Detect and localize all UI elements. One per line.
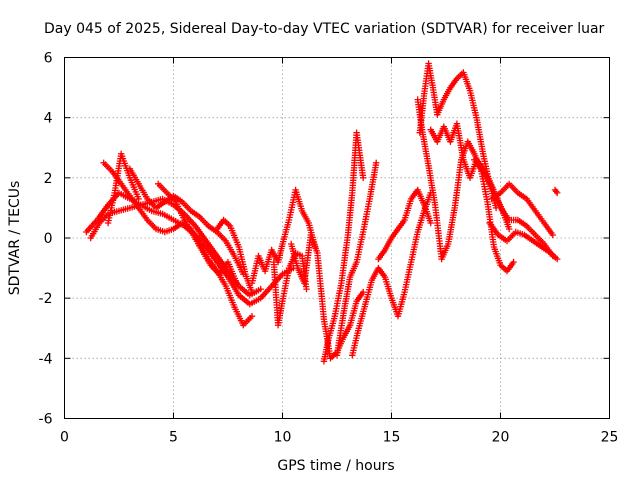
data-point-markers [213, 216, 256, 296]
y-tick-label: 2 [44, 171, 53, 187]
plot-frame [64, 57, 610, 419]
chart-title: Day 045 of 2025, Sidereal Day-to-day VTE… [44, 21, 605, 37]
series-track [551, 186, 561, 197]
data-point-markers [320, 129, 367, 365]
x-tick-label: 20 [492, 430, 510, 446]
series-track [213, 216, 256, 296]
data-point-markers [270, 249, 310, 329]
data-point-markers [471, 156, 556, 260]
y-tick-label: -2 [39, 291, 53, 307]
y-tick-label: -4 [39, 351, 53, 367]
data-point-markers [488, 180, 556, 239]
series-track [104, 150, 142, 227]
y-tick-labels: -6 -4 -2 0 2 4 6 [39, 51, 53, 428]
series-track [270, 249, 310, 329]
series-track [416, 60, 500, 212]
series-track [471, 156, 556, 260]
data-series [83, 60, 561, 365]
data-point-markers [486, 219, 561, 263]
series-track [320, 129, 367, 365]
x-tick-label: 25 [601, 430, 619, 446]
data-point-markers [349, 189, 434, 359]
data-point-markers [333, 159, 380, 359]
data-point-markers [126, 165, 247, 278]
data-point-markers [248, 186, 319, 287]
x-tick-label: 10 [274, 430, 292, 446]
y-tick-label: 0 [44, 231, 53, 247]
data-point-markers [155, 180, 240, 287]
series-track [126, 165, 247, 278]
series-track [375, 186, 434, 263]
data-point-markers [104, 150, 142, 227]
x-tick-label: 15 [383, 430, 401, 446]
x-tick-labels: 0 5 10 15 20 25 [60, 430, 618, 446]
series-track [288, 231, 367, 362]
x-tick-label: 5 [169, 430, 178, 446]
series-track [349, 189, 434, 359]
data-point-markers [375, 186, 434, 263]
series-track [486, 219, 561, 263]
series-track [488, 180, 556, 239]
y-tick-label: -6 [39, 412, 53, 428]
series-track [155, 180, 240, 287]
y-tick-label: 4 [44, 111, 53, 127]
data-point-markers [414, 96, 517, 275]
x-tick-label: 0 [60, 430, 69, 446]
series-track [333, 159, 380, 359]
data-point-markers [551, 186, 561, 197]
y-tick-label: 6 [44, 51, 53, 67]
x-axis-label: GPS time / hours [277, 458, 394, 474]
series-track [248, 186, 319, 287]
y-axis-label: SDTVAR / TECUs [7, 181, 23, 296]
